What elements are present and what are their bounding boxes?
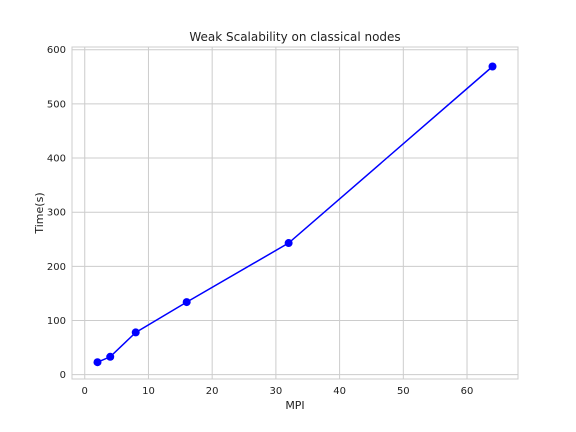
y-tick-label: 500 [47,99,66,110]
x-tick-label: 50 [397,386,410,397]
x-tick-label: 10 [142,386,155,397]
x-tick-label: 40 [333,386,346,397]
grid [72,47,518,379]
x-axis-label: MPI [285,399,304,412]
data-series [93,62,497,367]
data-point [284,239,293,248]
plot-area-frame [71,46,519,380]
chart-title: Weak Scalability on classical nodes [189,30,400,44]
x-tick-label: 30 [270,386,283,397]
x-tick-label: 0 [82,386,88,397]
data-point [131,328,140,337]
data-point [182,298,191,307]
y-tick-label: 600 [47,45,66,56]
x-tick-label: 60 [461,386,474,397]
data-point [106,352,115,361]
y-tick-label: 200 [47,262,66,273]
y-tick-label: 400 [47,154,66,165]
data-point [93,358,102,367]
x-tick-label: 20 [206,386,219,397]
y-axis-label: Time(s) [33,192,46,234]
y-tick-label: 300 [47,208,66,219]
data-point [488,62,497,71]
y-tick-label: 0 [60,370,66,381]
y-tick-label: 100 [47,316,66,327]
